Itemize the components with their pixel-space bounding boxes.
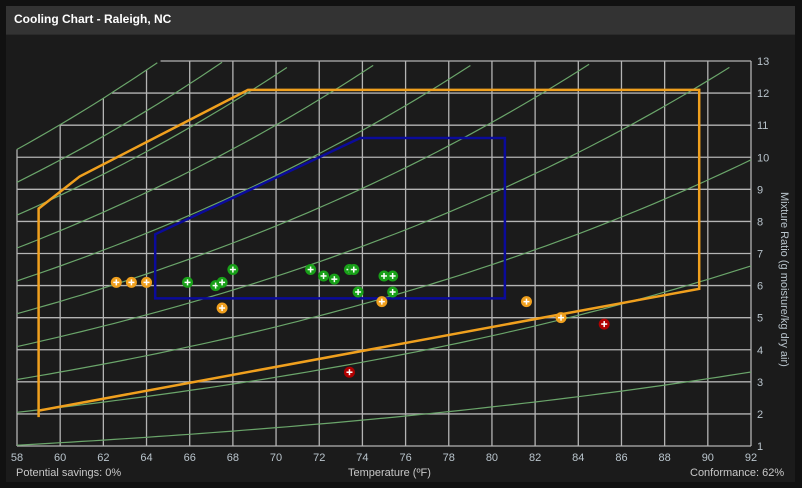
x-tick-label: 72	[313, 452, 325, 464]
rh-curve	[16, 61, 223, 183]
y-axis-label: Mixture Ratio (g moisture/kg dry air)	[778, 192, 790, 367]
y-tick-label: 6	[757, 281, 763, 293]
data-point-marker[interactable]	[216, 302, 228, 314]
rh-curve	[16, 64, 374, 249]
data-point-marker[interactable]	[520, 296, 532, 308]
grid-lines	[16, 60, 752, 447]
comfort-zone-boundary	[37, 88, 701, 418]
data-point-marker[interactable]	[125, 276, 137, 288]
x-tick-label: 76	[399, 452, 411, 464]
data-point-marker[interactable]	[216, 276, 228, 288]
data-point-marker[interactable]	[141, 276, 153, 288]
potential-savings: Potential savings: 0%	[16, 467, 122, 479]
data-point-marker[interactable]	[387, 270, 399, 282]
y-tick-label: 4	[757, 345, 763, 357]
y-tick-label: 13	[757, 56, 769, 68]
y-tick-label: 1	[757, 441, 763, 453]
y-tick-label: 11	[757, 120, 768, 132]
data-point-marker[interactable]	[318, 270, 330, 282]
rh-curve	[16, 265, 752, 413]
rh-curve	[16, 371, 752, 446]
x-tick-label: 64	[140, 452, 152, 464]
x-tick-label: 92	[745, 452, 757, 464]
x-tick-label: 66	[184, 452, 196, 464]
x-tick-label: 68	[227, 452, 239, 464]
data-points	[110, 264, 610, 378]
x-tick-label: 86	[615, 452, 627, 464]
data-point-marker[interactable]	[387, 286, 399, 298]
panel-title: Cooling Chart - Raleigh, NC	[14, 12, 172, 26]
rh-curve	[16, 64, 471, 282]
y-tick-label: 8	[757, 216, 763, 228]
data-point-marker[interactable]	[378, 270, 390, 282]
data-point-marker[interactable]	[227, 264, 239, 276]
data-point-marker[interactable]	[598, 318, 610, 330]
x-tick-label: 82	[529, 452, 541, 464]
chart-panel: Cooling Chart - Raleigh, NC	[6, 6, 795, 482]
conformance: Conformance: 62%	[690, 467, 785, 479]
y-tick-label: 12	[757, 88, 769, 100]
rh-curve	[16, 66, 288, 216]
data-point-marker[interactable]	[305, 264, 317, 276]
panel-header: Cooling Chart - Raleigh, NC	[6, 6, 795, 35]
x-tick-label: 88	[659, 452, 671, 464]
data-point-marker[interactable]	[376, 296, 388, 308]
x-tick-label: 80	[486, 452, 498, 464]
x-axis-ticks: 58 60 62 64 66 68 70 72 74 76 78 80 82 84 86 88 90 92	[11, 452, 757, 464]
x-axis-label: Temperature (ºF)	[348, 467, 431, 479]
zone-polygons	[37, 88, 701, 418]
data-point-marker[interactable]	[110, 276, 122, 288]
target-zone-boundary	[153, 136, 507, 300]
data-point-marker[interactable]	[352, 286, 364, 298]
y-tick-label: 2	[757, 409, 763, 421]
rh-curve	[16, 62, 158, 150]
x-tick-label: 60	[54, 452, 66, 464]
rh-curve	[16, 66, 730, 348]
y-tick-label: 9	[757, 184, 763, 196]
y-tick-label: 3	[757, 377, 763, 389]
data-point-marker[interactable]	[182, 276, 194, 288]
y-tick-label: 7	[757, 249, 763, 261]
data-point-marker[interactable]	[343, 366, 355, 378]
x-tick-label: 78	[443, 452, 455, 464]
data-point-marker[interactable]	[348, 264, 360, 276]
y-tick-label: 5	[757, 313, 763, 325]
x-tick-label: 58	[11, 452, 23, 464]
x-tick-label: 70	[270, 452, 282, 464]
y-tick-label: 10	[757, 152, 769, 164]
x-tick-label: 90	[702, 452, 714, 464]
data-point-marker[interactable]	[555, 312, 567, 324]
data-point-marker[interactable]	[328, 273, 340, 285]
x-tick-label: 84	[572, 452, 584, 464]
x-tick-label: 62	[97, 452, 109, 464]
x-tick-label: 74	[356, 452, 368, 464]
